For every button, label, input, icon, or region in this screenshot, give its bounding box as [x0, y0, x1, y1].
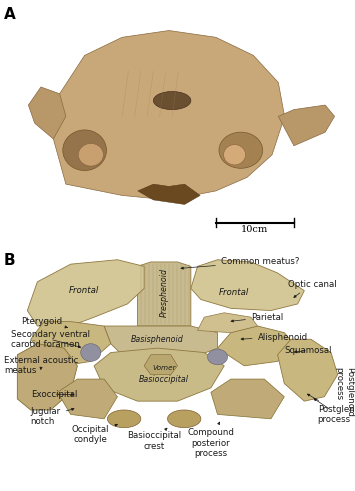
- Text: B: B: [4, 253, 15, 268]
- Polygon shape: [28, 87, 66, 139]
- Text: Frontal: Frontal: [69, 286, 99, 295]
- Ellipse shape: [108, 410, 141, 428]
- Text: Occipital
condyle: Occipital condyle: [72, 424, 118, 444]
- Polygon shape: [104, 326, 218, 361]
- Ellipse shape: [153, 91, 191, 109]
- Text: Optic canal: Optic canal: [288, 279, 336, 298]
- Text: Vomer: Vomer: [152, 365, 176, 371]
- Polygon shape: [94, 348, 224, 401]
- Polygon shape: [53, 30, 285, 200]
- Text: Postglenoid
process: Postglenoid process: [307, 394, 355, 424]
- Text: Common meatus?: Common meatus?: [181, 257, 299, 269]
- Text: Parietal: Parietal: [231, 313, 283, 322]
- Text: Basioccipital
crest: Basioccipital crest: [127, 428, 181, 451]
- Text: External acoustic
meatus: External acoustic meatus: [4, 356, 78, 376]
- Text: Secondary ventral
carotid foramen: Secondary ventral carotid foramen: [11, 329, 90, 349]
- Text: A: A: [4, 7, 15, 23]
- Text: Squamosal: Squamosal: [284, 346, 332, 355]
- Text: Jugular
notch: Jugular notch: [31, 407, 74, 426]
- Polygon shape: [197, 313, 258, 333]
- Text: Frontal: Frontal: [219, 288, 249, 298]
- Polygon shape: [137, 262, 191, 326]
- Polygon shape: [218, 326, 297, 366]
- Ellipse shape: [168, 410, 201, 428]
- Text: 10cm: 10cm: [241, 225, 268, 234]
- Polygon shape: [144, 355, 178, 375]
- Ellipse shape: [78, 143, 103, 166]
- Ellipse shape: [63, 130, 106, 170]
- Polygon shape: [138, 184, 200, 204]
- Polygon shape: [58, 379, 118, 419]
- Ellipse shape: [81, 344, 101, 361]
- Text: Exoccipital: Exoccipital: [31, 390, 77, 399]
- Ellipse shape: [224, 144, 246, 165]
- Polygon shape: [191, 260, 304, 311]
- Polygon shape: [31, 322, 111, 366]
- Text: Compound
posterior
process: Compound posterior process: [187, 422, 234, 458]
- Polygon shape: [27, 260, 144, 326]
- Ellipse shape: [219, 132, 263, 168]
- Text: Pterygoid: Pterygoid: [21, 317, 67, 328]
- Polygon shape: [278, 105, 334, 146]
- Text: Basioccipital: Basioccipital: [139, 375, 189, 383]
- Text: Postglenoid
process: Postglenoid process: [334, 367, 354, 417]
- Text: Presphenoid: Presphenoid: [160, 269, 169, 317]
- Polygon shape: [17, 344, 77, 410]
- Ellipse shape: [208, 349, 228, 365]
- Polygon shape: [211, 379, 284, 419]
- Text: Basisphenoid: Basisphenoid: [131, 335, 184, 344]
- Text: Alisphenoid: Alisphenoid: [241, 332, 308, 342]
- Polygon shape: [278, 339, 338, 401]
